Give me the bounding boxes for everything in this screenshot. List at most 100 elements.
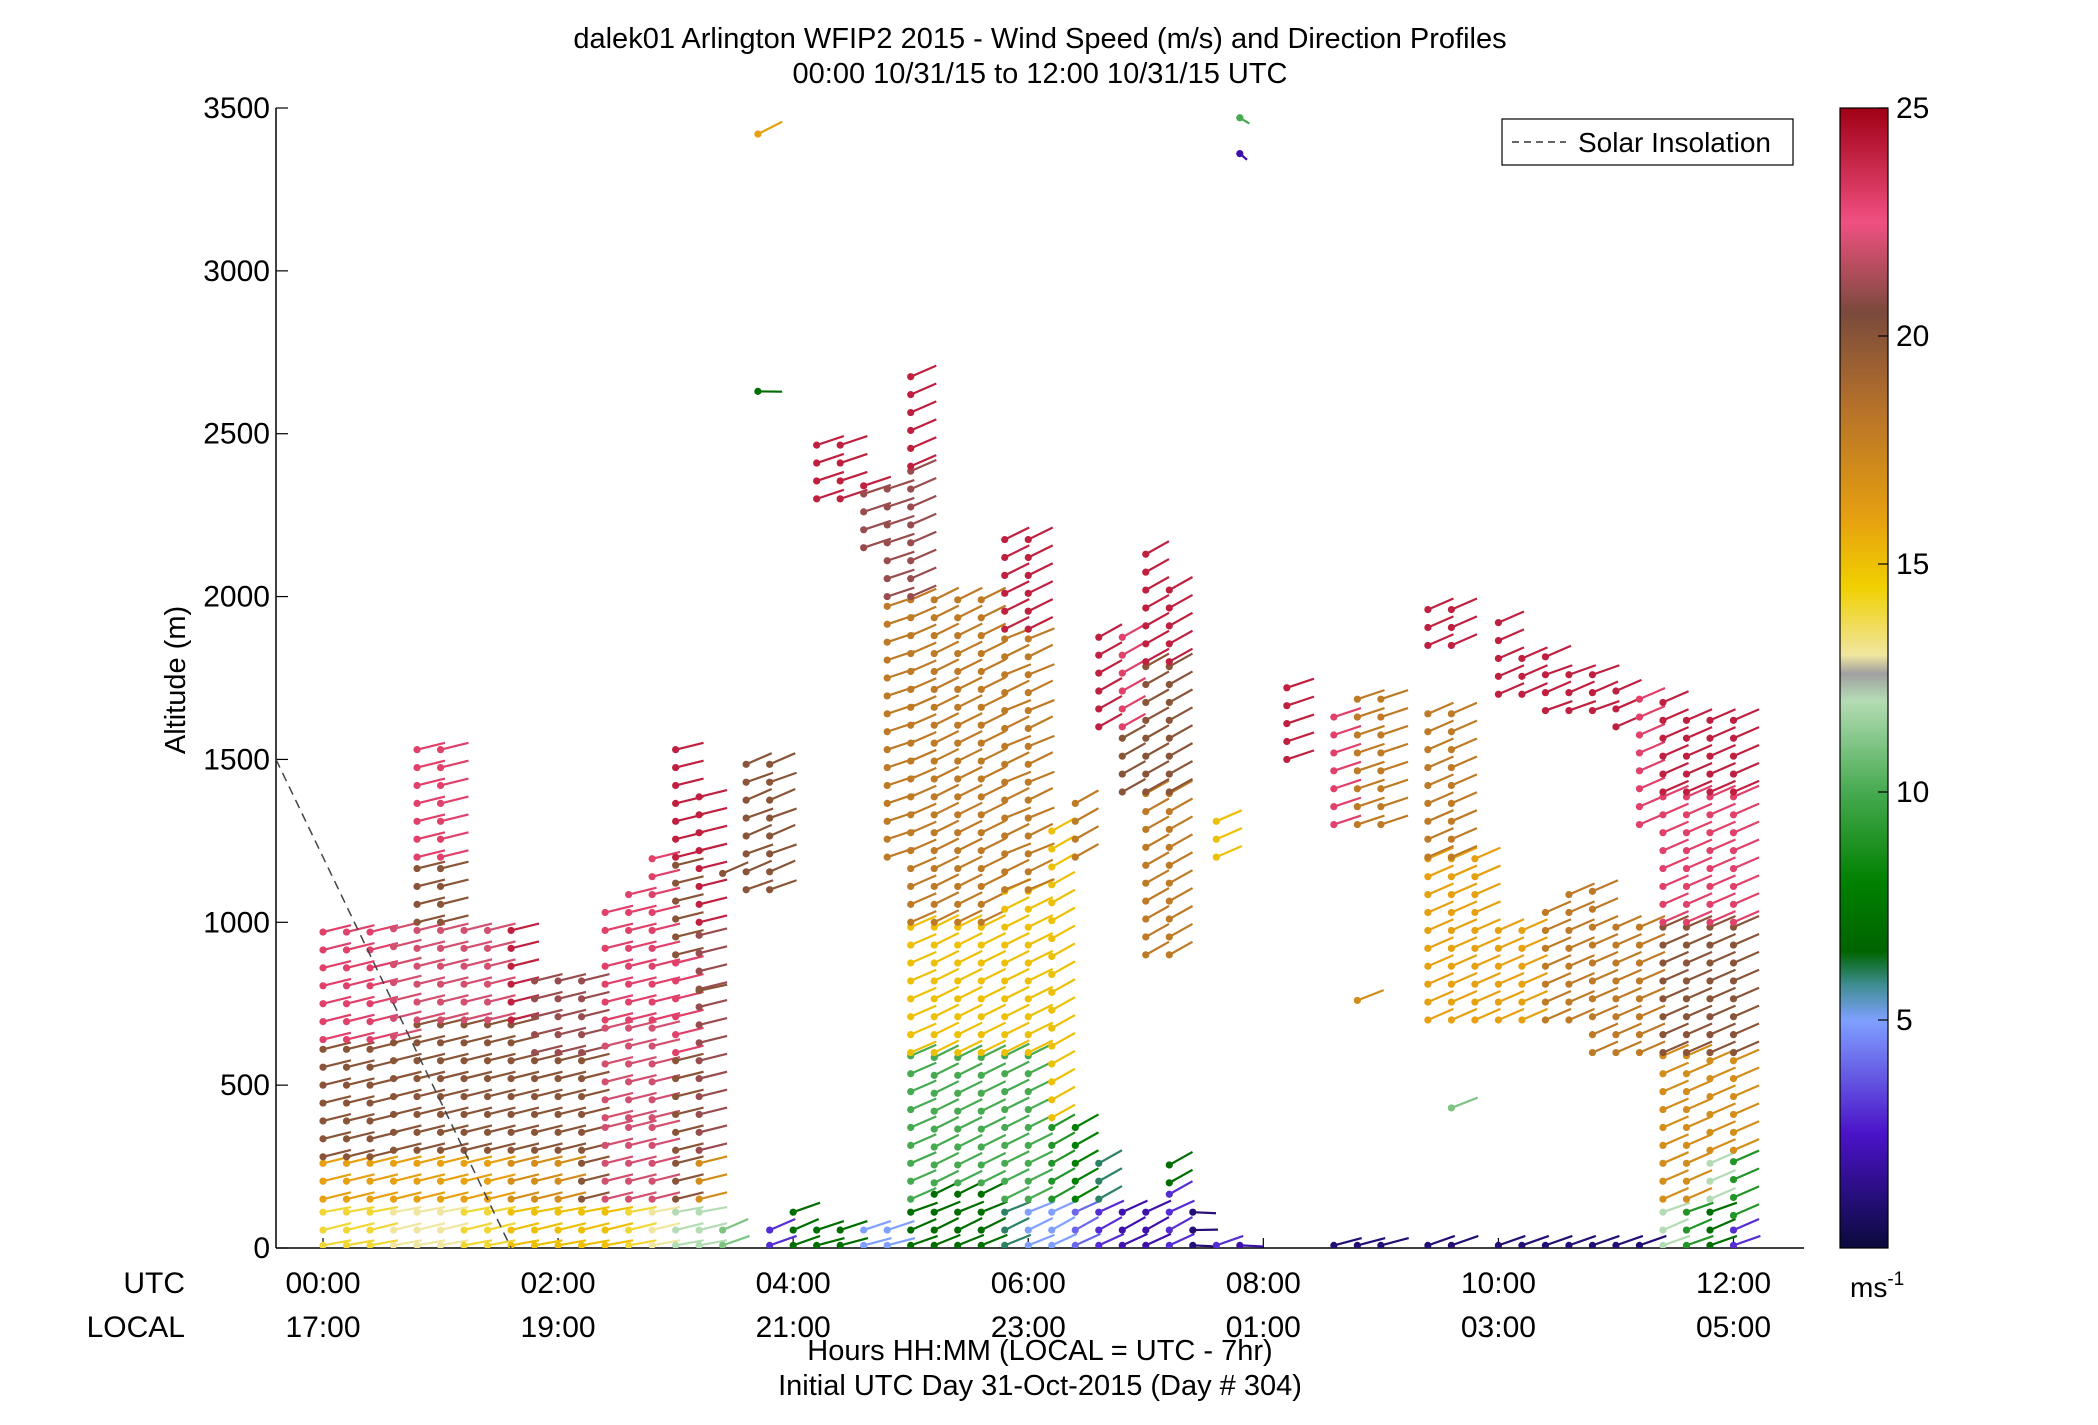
wind-barb xyxy=(907,1004,937,1021)
wind-barb xyxy=(1165,760,1194,778)
wind-barb xyxy=(436,860,469,873)
wind-barb xyxy=(1729,950,1760,967)
wind-barb xyxy=(954,1233,985,1248)
wind-barb xyxy=(930,658,960,676)
wind-barb xyxy=(342,1013,375,1026)
wind-barb xyxy=(1635,915,1666,931)
wind-barb xyxy=(1588,968,1619,985)
wind-barb xyxy=(954,658,983,676)
chart-subtitle: 00:00 10/31/15 to 12:00 10/31/15 UTC xyxy=(793,58,1288,90)
wind-barb xyxy=(625,922,657,935)
wind-barb xyxy=(1048,1113,1076,1132)
wind-barb xyxy=(907,382,937,399)
wind-barb xyxy=(342,924,375,936)
wind-barb xyxy=(1165,724,1194,742)
wind-barb xyxy=(672,1142,704,1154)
wind-barb xyxy=(907,802,937,819)
wind-barb xyxy=(1142,815,1170,834)
wind-barb xyxy=(1142,851,1170,869)
wind-barb xyxy=(389,1106,422,1119)
wind-barb xyxy=(342,1031,375,1044)
wind-barb xyxy=(578,972,610,985)
wind-barb xyxy=(1518,1234,1550,1248)
wind-barb xyxy=(695,1052,728,1065)
wind-barb xyxy=(1024,858,1054,876)
wind-barb xyxy=(507,1191,540,1203)
wind-barb xyxy=(930,765,960,783)
wind-barb xyxy=(695,1173,728,1185)
wind-barb xyxy=(1024,949,1054,967)
wind-barb xyxy=(672,777,704,790)
wind-barb xyxy=(1424,597,1454,614)
wind-barb xyxy=(1518,918,1548,935)
wind-barb xyxy=(1635,1022,1666,1039)
wind-barb xyxy=(1283,749,1315,764)
wind-barb xyxy=(601,1056,634,1068)
wind-barb xyxy=(436,1205,469,1216)
wind-barb xyxy=(930,1169,960,1187)
wind-barb xyxy=(1471,864,1501,881)
wind-barb xyxy=(930,873,960,891)
wind-barb xyxy=(1377,796,1409,811)
wind-barb xyxy=(695,927,728,939)
wind-barb xyxy=(1165,647,1194,666)
wind-barb xyxy=(342,1222,375,1234)
wind-barb xyxy=(578,1173,610,1185)
wind-barb xyxy=(1165,1199,1195,1216)
wind-barb xyxy=(954,985,983,1003)
wind-barb xyxy=(1706,1040,1736,1057)
wind-barb xyxy=(1353,706,1385,721)
wind-barb xyxy=(695,824,728,837)
wind-barb xyxy=(1612,1040,1642,1057)
wind-barb xyxy=(883,478,915,493)
wind-barb xyxy=(1706,802,1736,819)
x-tick-label-utc: 08:00 xyxy=(1226,1267,1301,1300)
wind-barb xyxy=(601,940,634,952)
wind-barb xyxy=(1142,688,1170,707)
wind-barb xyxy=(530,1173,563,1185)
wind-barb xyxy=(1071,825,1100,843)
x-tick-label-utc: 04:00 xyxy=(756,1267,831,1300)
wind-barb xyxy=(977,1151,1007,1169)
wind-barb xyxy=(1659,726,1689,742)
y-tick-label: 3500 xyxy=(203,92,270,125)
wind-barb xyxy=(460,1106,493,1119)
wind-barb xyxy=(1588,1234,1620,1248)
wind-barb xyxy=(672,946,704,959)
wind-barb xyxy=(907,641,937,658)
wind-barb xyxy=(977,694,1007,711)
wind-barb xyxy=(1001,1233,1032,1248)
wind-barb xyxy=(1095,1149,1123,1167)
wind-barb xyxy=(1024,822,1054,840)
wind-barb xyxy=(1682,856,1713,873)
wind-barb xyxy=(648,1020,681,1032)
wind-barb xyxy=(1024,1200,1055,1216)
wind-barb xyxy=(530,1222,563,1234)
wind-barb xyxy=(930,837,960,855)
wind-barb xyxy=(954,747,983,765)
wind-barb xyxy=(648,868,681,881)
wind-barb xyxy=(907,605,937,622)
wind-barb xyxy=(413,795,446,808)
wind-barb xyxy=(578,1070,610,1083)
y-tick-label: 3000 xyxy=(203,255,270,288)
wind-barb xyxy=(907,968,937,985)
wind-barb xyxy=(1706,1234,1738,1248)
wind-barb xyxy=(1353,989,1385,1005)
wind-barb xyxy=(930,891,960,908)
wind-barb xyxy=(1659,1187,1689,1203)
wind-barb xyxy=(907,748,937,765)
wind-barb xyxy=(507,1239,540,1248)
colorbar: 5 10 15 20 25 ms-1 xyxy=(1839,92,1929,1303)
wind-barb xyxy=(436,1222,469,1234)
wind-barb xyxy=(907,1169,937,1185)
wind-barb xyxy=(1024,1216,1054,1234)
wind-barb xyxy=(1048,1014,1076,1032)
wind-barb xyxy=(1024,562,1054,580)
wind-barb xyxy=(1024,770,1055,786)
wind-barb xyxy=(483,976,516,988)
wind-barb xyxy=(930,1021,960,1039)
wind-barb xyxy=(413,1191,446,1203)
colorbar-tick-label: 15 xyxy=(1896,548,1929,581)
wind-barb xyxy=(672,1155,704,1167)
